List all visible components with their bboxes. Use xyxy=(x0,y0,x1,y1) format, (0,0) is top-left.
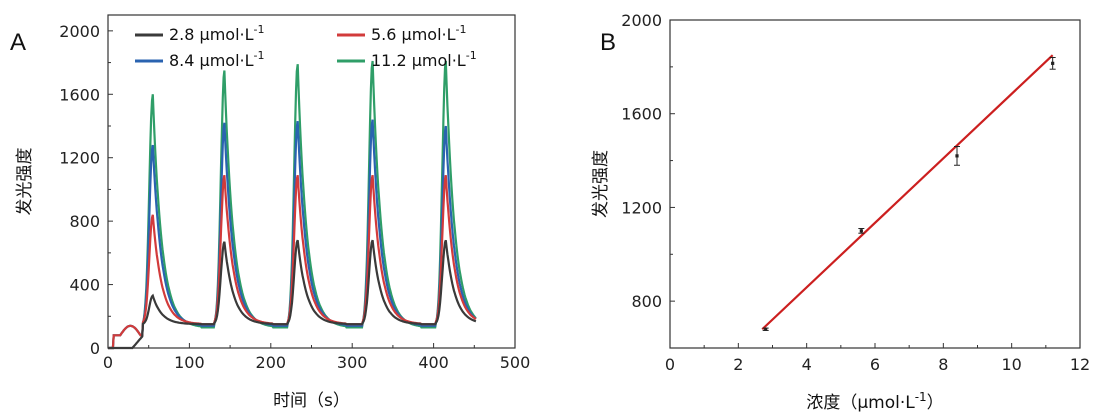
data-point-3 xyxy=(955,154,959,158)
y-tick-label: 2000 xyxy=(59,22,100,41)
legend-label-3: 8.4 μmol·L-1 xyxy=(169,49,265,70)
legend-label-main: 8.4 μmol·L xyxy=(169,51,254,70)
legend-label-sup: -1 xyxy=(456,23,467,36)
x-tick-label: 0 xyxy=(103,353,113,372)
x-tick-label: 500 xyxy=(500,353,531,372)
x-tick-label: 8 xyxy=(938,355,948,374)
x-tick-label: 6 xyxy=(870,355,880,374)
chart-b-ylabel: 发光强度 xyxy=(591,150,611,218)
chart-b-xlabel: 浓度（μmol·L-1） xyxy=(806,390,943,413)
x-tick-label: 300 xyxy=(337,353,368,372)
chart-b-xlabel-main: 浓度（μmol·L xyxy=(806,393,915,413)
legend-label-main: 5.6 μmol·L xyxy=(371,25,456,44)
x-tick-label: 4 xyxy=(802,355,812,374)
x-tick-label: 400 xyxy=(418,353,449,372)
y-tick-label: 0 xyxy=(90,339,100,358)
y-tick-label: 1200 xyxy=(621,198,662,217)
chart-b-ticks: 0 2 4 6 8 10 12 800 1200 1600 2000 xyxy=(621,11,1090,374)
panel-b-label: B xyxy=(600,29,616,56)
legend-label-sup: -1 xyxy=(466,49,477,62)
y-tick-label: 400 xyxy=(69,276,100,295)
x-tick-label: 200 xyxy=(256,353,287,372)
legend-label-main: 11.2 μmol·L xyxy=(371,51,466,70)
y-tick-label: 800 xyxy=(69,212,100,231)
chart-b-series xyxy=(761,54,1056,331)
legend-label-1: 2.8 μmol·L-1 xyxy=(169,23,265,44)
legend-label-sup: -1 xyxy=(254,23,265,36)
legend-label-4: 11.2 μmol·L-1 xyxy=(371,49,477,70)
y-tick-label: 1600 xyxy=(59,85,100,104)
chart-a-xlabel: 时间（s） xyxy=(273,391,350,411)
chart-b-frame xyxy=(669,19,1081,349)
chart-a-series xyxy=(108,60,477,350)
data-point-1 xyxy=(764,327,768,331)
x-tick-label: 100 xyxy=(174,353,205,372)
panel-a-label: A xyxy=(10,29,26,56)
legend-label-main: 2.8 μmol·L xyxy=(169,25,254,44)
y-tick-label: 2000 xyxy=(621,11,662,30)
x-tick-label: 10 xyxy=(1001,355,1021,374)
y-tick-label: 1600 xyxy=(621,105,662,124)
chart-a-ticks: 0 100 200 300 400 500 0 400 800 1200 1600 2000 xyxy=(59,22,530,372)
chart-b-xlabel-sup: -1 xyxy=(915,390,927,404)
legend-label-sup: -1 xyxy=(254,49,265,62)
chart-a-ylabel: 发光强度 xyxy=(15,148,35,216)
chart-b-xlabel-end: ） xyxy=(927,393,944,413)
chart-a-legend: 2.8 μmol·L-1 5.6 μmol·L-18.4 μmol·L-1 11.2… xyxy=(135,23,477,70)
series-line-1 xyxy=(108,239,477,350)
chart-b: 0 2 4 6 8 10 12 800 1200 1600 2000 浓度（μmol·L-1） 发光… xyxy=(591,11,1090,413)
data-point-4 xyxy=(1051,61,1055,65)
x-tick-label: 0 xyxy=(665,355,675,374)
data-point-2 xyxy=(859,229,863,233)
x-tick-label: 12 xyxy=(1070,355,1090,374)
fit-line xyxy=(761,54,1054,331)
chart-a: 0 100 200 300 400 500 0 400 800 1200 1600 2000 2.8 … xyxy=(15,14,530,411)
legend-label-2: 5.6 μmol·L-1 xyxy=(371,23,467,44)
x-tick-label: 2 xyxy=(733,355,743,374)
y-tick-label: 1200 xyxy=(59,149,100,168)
y-tick-label: 800 xyxy=(631,292,662,311)
